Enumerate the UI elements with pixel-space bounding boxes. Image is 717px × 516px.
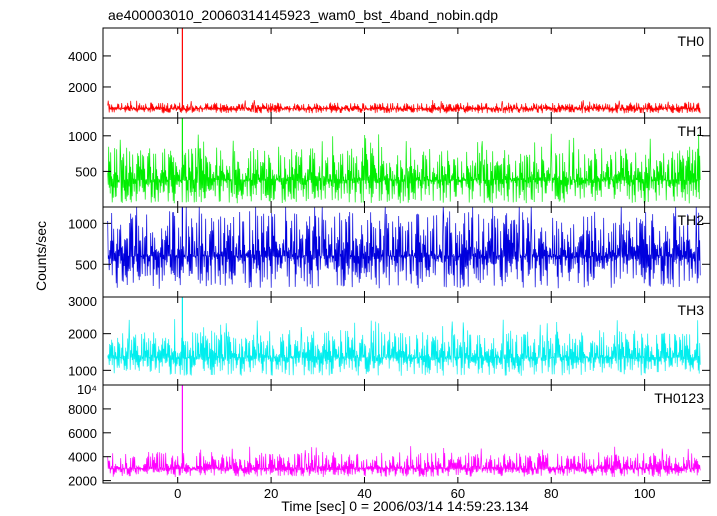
- x-tick-label: 100: [634, 486, 656, 501]
- series-label-th2: TH2: [678, 212, 705, 228]
- y-tick-label-th0123: 10⁴: [77, 382, 97, 397]
- y-tick-label-th1: 500: [75, 164, 97, 179]
- x-tick-label: 60: [451, 486, 465, 501]
- panel-frame-th0123: [102, 384, 711, 484]
- series-trace-th2: [107, 206, 701, 289]
- y-tick-label-th1: 1000: [68, 129, 97, 144]
- chart-title: ae400003010_20060314145923_wam0_bst_4ban…: [108, 7, 498, 23]
- series-trace-th1: [107, 133, 701, 204]
- y-tick-label-th2: 1000: [68, 216, 97, 231]
- y-tick-label-th3: 3000: [68, 294, 97, 309]
- x-tick-label: 20: [264, 486, 278, 501]
- series-label-th1: TH1: [678, 123, 705, 139]
- y-tick-label-th0123: 2000: [68, 474, 97, 489]
- x-axis-label: Time [sec] 0 = 2006/03/14 14:59:23.134: [281, 498, 529, 514]
- series-trace-th3: [107, 319, 701, 376]
- y-tick-label-th3: 1000: [68, 363, 97, 378]
- series-label-th3: TH3: [678, 302, 705, 318]
- y-tick-label-th0: 2000: [68, 80, 97, 95]
- y-tick-label-th3: 2000: [68, 327, 97, 342]
- y-tick-label-th0123: 6000: [68, 426, 97, 441]
- y-axis-label: Counts/sec: [33, 221, 49, 291]
- series-label-th0123: TH0123: [654, 390, 704, 406]
- y-tick-label-th0123: 4000: [68, 450, 97, 465]
- series-trace-th0: [107, 100, 701, 114]
- x-tick-label: 0: [174, 486, 181, 501]
- y-tick-label-th2: 500: [75, 257, 97, 272]
- y-tick-label-th0123: 8000: [68, 402, 97, 417]
- panel-frame-th3: [102, 296, 711, 386]
- series-label-th0: TH0: [678, 33, 705, 49]
- x-tick-label: 80: [544, 486, 558, 501]
- x-tick-label: 40: [357, 486, 371, 501]
- y-tick-label-th0: 4000: [68, 49, 97, 64]
- series-trace-th0123: [107, 446, 701, 478]
